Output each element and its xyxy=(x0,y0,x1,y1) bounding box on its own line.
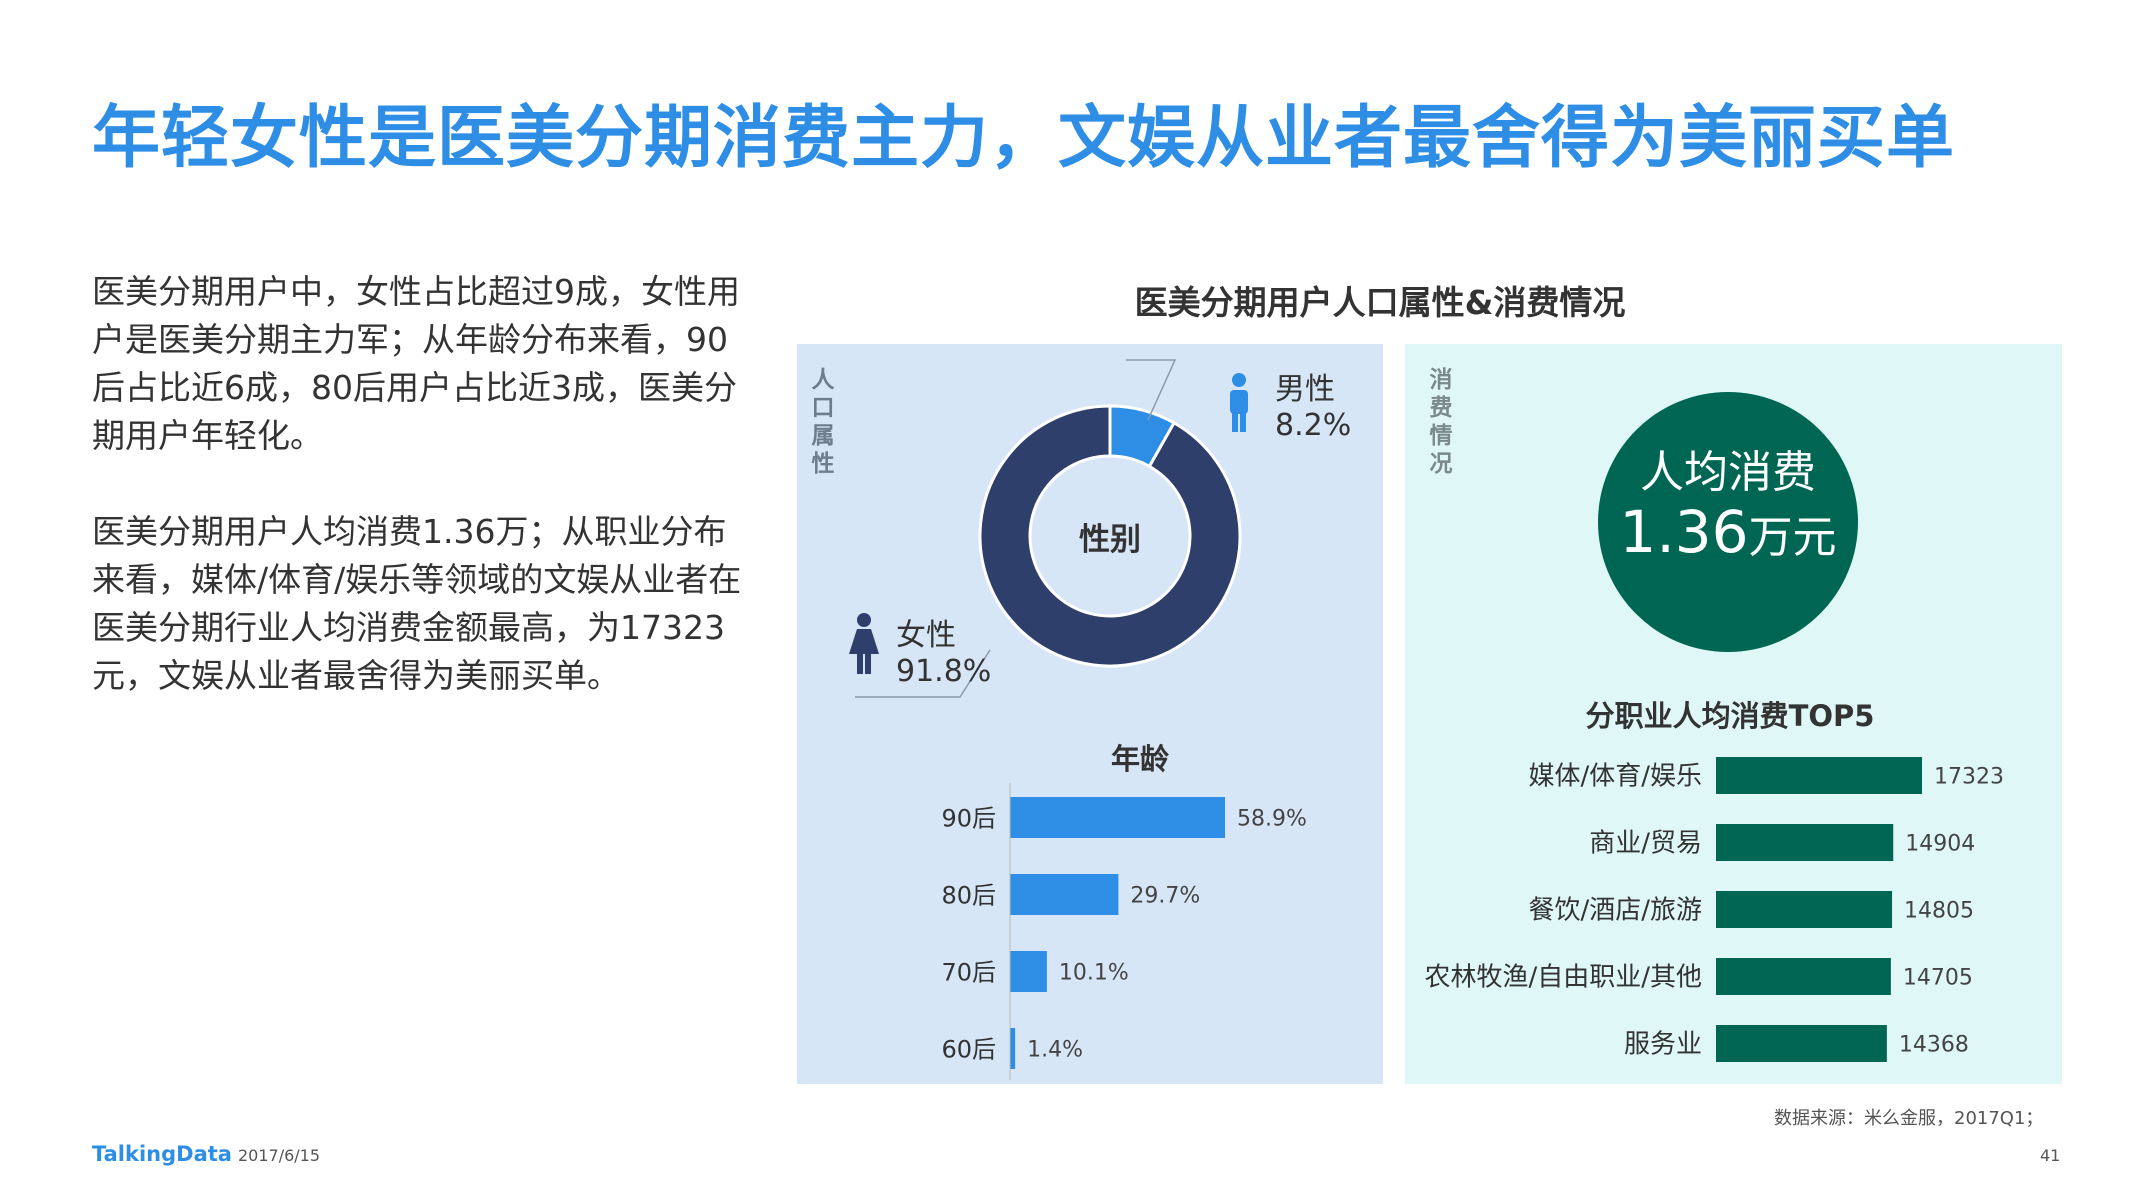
female-legend: 女性 91.8% xyxy=(896,618,991,690)
bar-value-label: 17323 xyxy=(1934,765,2004,790)
bar-category-label: 60后 xyxy=(941,1036,996,1064)
page-title: 年轻女性是医美分期消费主力，文娱从业者最舍得为美丽买单 xyxy=(92,99,1956,178)
male-share-value: 8.2% xyxy=(1275,408,1352,443)
male-category-label: 男性 xyxy=(1275,372,1335,407)
bar xyxy=(1716,958,1891,995)
avg-spend-number: 1.36 xyxy=(1619,498,1749,566)
male-legend: 男性 8.2% xyxy=(1275,372,1351,444)
bar-value-label: 14904 xyxy=(1905,832,1975,857)
bar-value-label: 1.4% xyxy=(1027,1038,1083,1063)
avg-spend-label: 人均消费 xyxy=(1640,447,1816,498)
bar-value-label: 14805 xyxy=(1904,899,1974,924)
avg-spend-circle: 人均消费 1.36万元 xyxy=(1598,392,1858,652)
bar-category-label: 媒体/体育/娱乐 xyxy=(1528,762,1702,792)
data-source-note: 数据来源：米么金服，2017Q1； xyxy=(1774,1108,2044,1129)
bar-category-label: 餐饮/酒店/旅游 xyxy=(1528,896,1702,926)
bar-value-label: 14705 xyxy=(1903,966,1973,991)
male-leader-line xyxy=(1126,359,1177,421)
bar-category-label: 商业/贸易 xyxy=(1589,829,1702,859)
demographics-panel-label: 人口属性 xyxy=(811,367,835,477)
bar-value-label: 14368 xyxy=(1899,1033,1969,1058)
gender-donut-chart xyxy=(849,359,1248,698)
summary-paragraph-spending: 医美分期用户人均消费1.36万；从职业分布来看，媒体/体育/娱乐等领域的文娱从业… xyxy=(92,512,742,695)
bar-category-label: 90后 xyxy=(941,805,996,833)
occupation-chart-title: 分职业人均消费TOP5 xyxy=(1585,699,1875,733)
bar xyxy=(1010,1028,1016,1069)
bar-value-label: 10.1% xyxy=(1059,961,1129,986)
figure-title: 医美分期用户人口属性&消费情况 xyxy=(1134,283,1626,322)
bar-category-label: 70后 xyxy=(941,959,996,987)
bar xyxy=(1716,757,1922,794)
bar-value-label: 58.9% xyxy=(1237,807,1307,832)
male-person-icon xyxy=(1230,373,1248,432)
bar xyxy=(1716,824,1894,861)
spending-panel-label: 消费情况 xyxy=(1429,367,1453,477)
bar-category-label: 80后 xyxy=(941,882,996,910)
bar xyxy=(1010,874,1119,915)
female-leader-line xyxy=(855,649,991,698)
bar-category-label: 农林牧渔/自由职业/其他 xyxy=(1424,963,1702,993)
age-bar-chart: 90后 58.9% 80后 29.7% 70后 10.1% 60后 1.4% xyxy=(941,783,1307,1080)
bar-value-label: 29.7% xyxy=(1130,884,1200,909)
female-share-value: 91.8% xyxy=(896,654,992,689)
donut-slice-female xyxy=(978,404,1242,668)
bar xyxy=(1010,797,1225,838)
demographics-panel xyxy=(797,344,1383,1084)
female-person-icon xyxy=(849,613,879,674)
bar xyxy=(1716,1025,1887,1062)
footer-date: 2017/6/15 xyxy=(238,1146,321,1165)
page-number: 41 xyxy=(2040,1146,2061,1165)
bar-category-label: 服务业 xyxy=(1624,1030,1702,1060)
occupation-bar-chart: 媒体/体育/娱乐 17323 商业/贸易 14904 餐饮/酒店/旅游 14805 农林牧渔… xyxy=(1424,757,2004,1062)
talkingdata-logo: TalkingData xyxy=(92,1142,232,1166)
avg-spend-value: 1.36万元 xyxy=(1598,498,1858,566)
summary-paragraph-gender-age: 医美分期用户中，女性占比超过9成，女性用户是医美分期主力军；从年龄分布来看，90… xyxy=(92,272,740,455)
female-category-label: 女性 xyxy=(896,618,956,653)
age-chart-title: 年龄 xyxy=(1110,742,1169,776)
avg-spend-unit: 万元 xyxy=(1748,512,1837,563)
gender-donut-center-label: 性别 xyxy=(1079,522,1141,558)
bar xyxy=(1716,891,1893,928)
bar xyxy=(1010,951,1047,992)
